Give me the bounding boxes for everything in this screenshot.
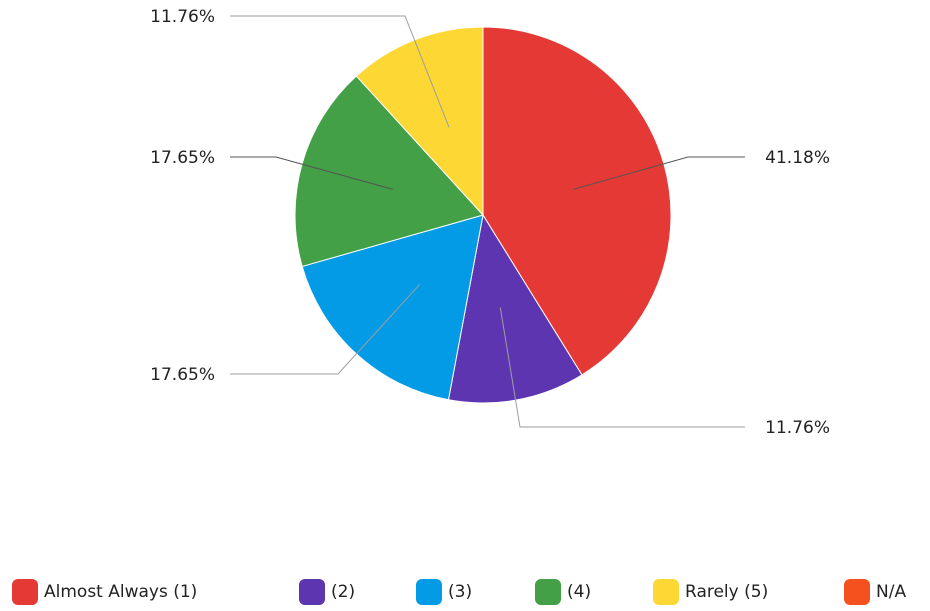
data-label-5: 11.76% (150, 7, 215, 27)
legend-label: N/A (876, 582, 907, 602)
legend-item-rarely[interactable]: Rarely (5) (653, 578, 768, 606)
legend-item-4[interactable]: (4) (535, 578, 591, 606)
legend-label: Almost Always (1) (44, 582, 198, 602)
leader-lines (230, 15, 745, 428)
data-label-3: 17.65% (150, 365, 215, 385)
chart-legend: Almost Always (1) (2) (3) (4) Rarely (5)… (12, 578, 928, 606)
pie-chart: 41.18% 11.76% 17.65% 17.65% 11.76% (150, 7, 830, 438)
pie-slice-2[interactable] (447, 213, 583, 404)
pie-slice-4[interactable] (294, 75, 484, 268)
leader-line-3 (230, 284, 421, 375)
data-label-4: 17.65% (150, 148, 215, 168)
legend-swatch (299, 579, 325, 605)
pie-slices (294, 26, 672, 404)
data-label-1: 41.18% (765, 148, 830, 168)
legend-item-na[interactable]: N/A (844, 578, 906, 606)
legend-swatch (653, 579, 679, 605)
leader-line-5 (230, 15, 450, 128)
leader-line-4 (230, 156, 393, 190)
legend-label: (4) (567, 582, 592, 602)
legend-swatch (416, 579, 442, 605)
legend-swatch (535, 579, 561, 605)
legend-item-2[interactable]: (2) (299, 578, 355, 606)
data-label-2: 11.76% (765, 418, 830, 438)
data-labels: 41.18% 11.76% 17.65% 17.65% 11.76% (150, 7, 830, 438)
legend-swatch (844, 579, 870, 605)
legend-item-almost-always[interactable]: Almost Always (1) (12, 578, 197, 606)
legend-label: (3) (448, 582, 473, 602)
leader-line-2 (499, 307, 745, 428)
legend-item-3[interactable]: (3) (416, 578, 472, 606)
pie-slice-5[interactable] (355, 26, 484, 217)
leader-line-1 (573, 156, 745, 190)
legend-swatch (12, 579, 38, 605)
legend-label: Rarely (5) (685, 582, 769, 602)
legend-label: (2) (331, 582, 356, 602)
